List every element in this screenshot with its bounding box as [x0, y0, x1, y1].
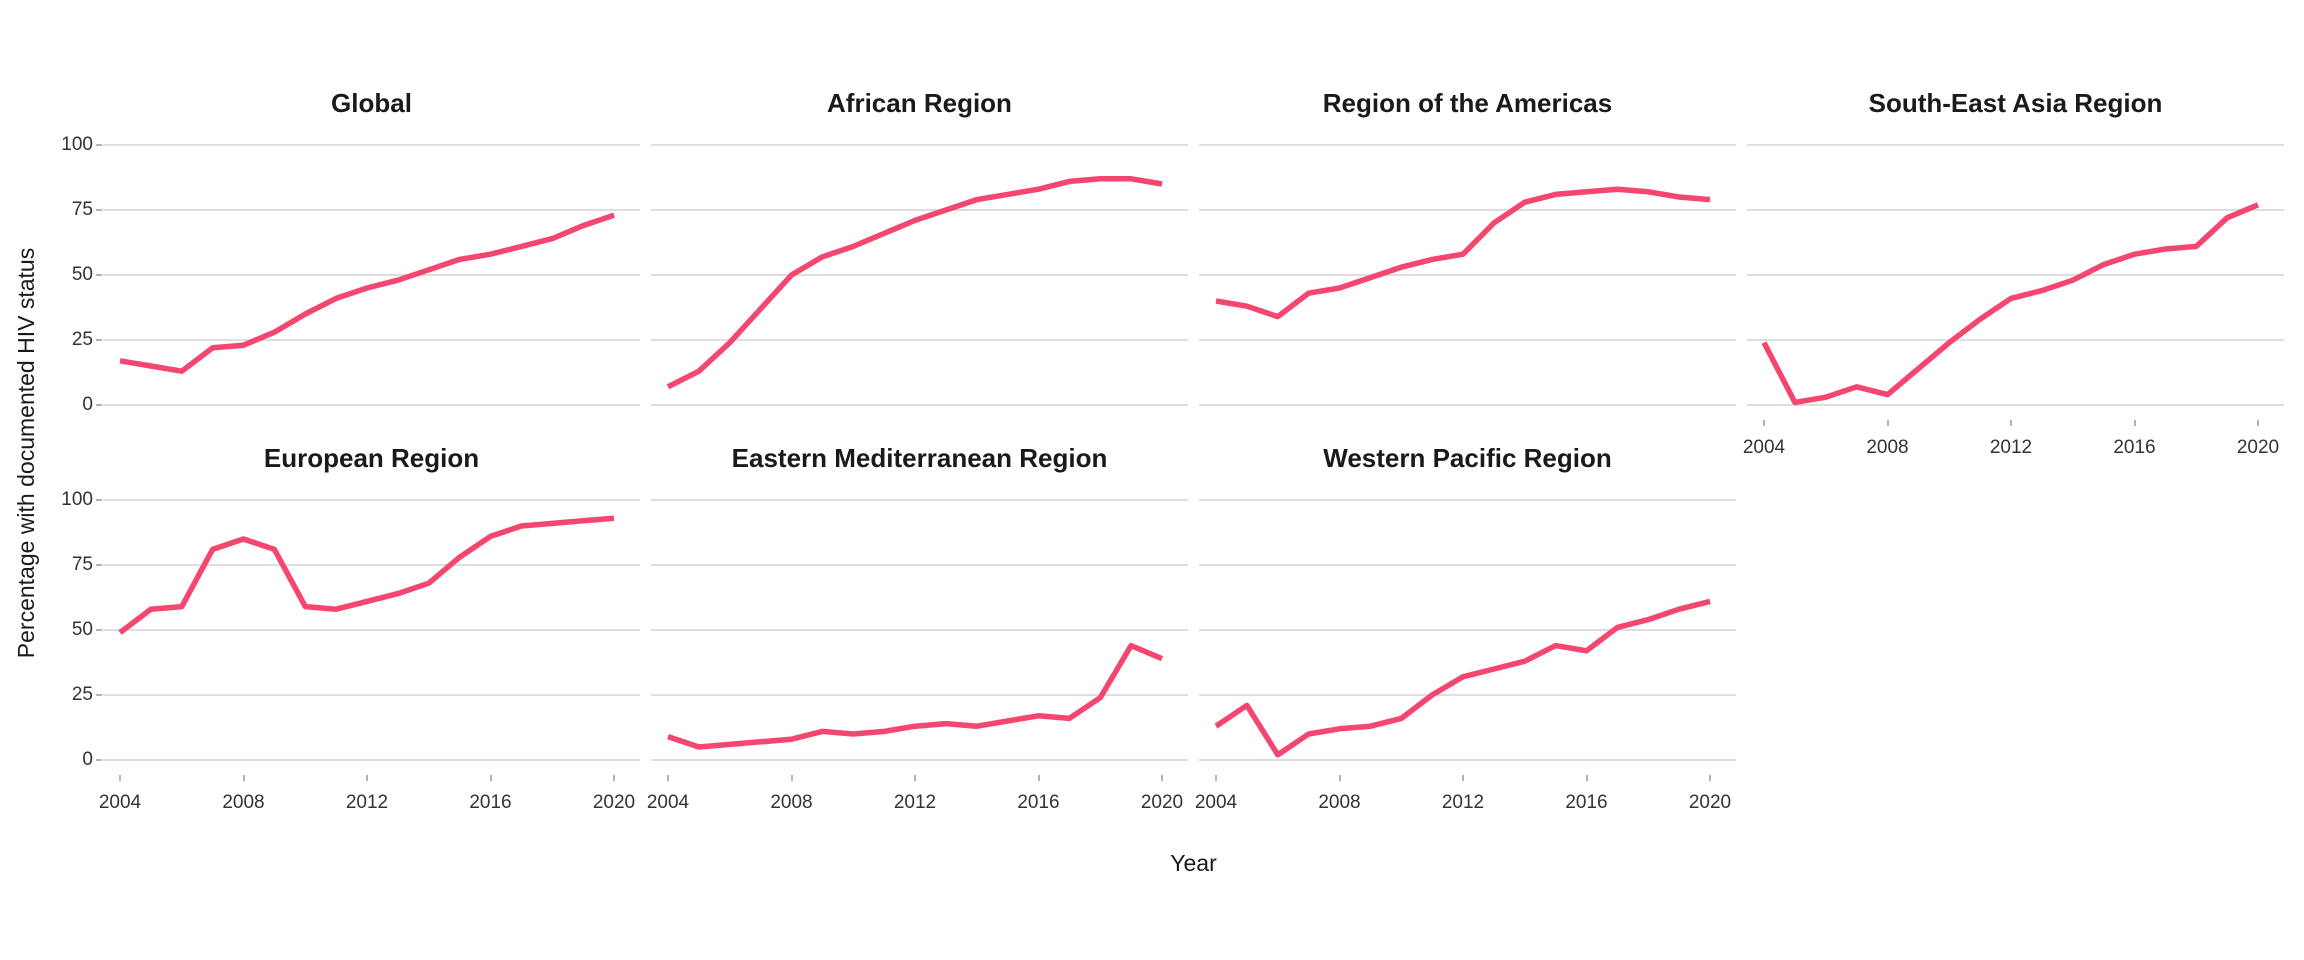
x-tick-label: 2008 — [1866, 437, 1909, 458]
facet-title: Western Pacific Region — [1323, 443, 1612, 473]
y-tick-label: 0 — [82, 394, 93, 415]
x-tick-label: 2020 — [592, 792, 636, 813]
x-tick-label: 2012 — [893, 792, 937, 813]
x-tick-label: 2008 — [1318, 792, 1361, 813]
y-tick-mark — [96, 694, 102, 696]
facet-title: South-East Asia Region — [1868, 88, 2163, 118]
y-tick-mark — [96, 209, 102, 211]
facet-title: African Region — [827, 88, 1012, 118]
x-tick-mark — [667, 775, 669, 781]
facet-title: Eastern Mediterranean Region — [731, 443, 1108, 473]
facet-title: European Region — [263, 443, 480, 473]
facet-panel — [651, 499, 1188, 761]
trend-line — [667, 642, 1164, 750]
trend-line — [1761, 202, 2260, 406]
facet-panel — [1199, 499, 1736, 761]
trend-line — [1215, 186, 1711, 320]
facet-panel — [103, 144, 640, 406]
x-tick-label: 2020 — [1140, 792, 1184, 813]
x-axis-title: Year — [1170, 850, 1217, 876]
x-tick-mark — [1763, 420, 1765, 426]
x-tick-mark — [1462, 775, 1464, 781]
facet-panel — [103, 499, 640, 761]
y-tick-label: 0 — [82, 749, 93, 770]
x-tick-label: 2020 — [1688, 792, 1732, 813]
x-tick-mark — [1161, 775, 1163, 781]
x-tick-mark — [790, 775, 793, 781]
trend-line — [119, 212, 615, 374]
x-tick-label: 2004 — [1194, 792, 1238, 813]
x-tick-mark — [489, 775, 492, 781]
x-tick-label: 2004 — [1742, 437, 1786, 458]
y-tick-label: 50 — [71, 264, 93, 285]
y-tick-mark — [96, 144, 102, 146]
y-tick-label: 50 — [71, 619, 93, 640]
x-tick-mark — [2133, 420, 2136, 426]
trend-line — [666, 176, 1163, 390]
trend-line — [118, 515, 615, 635]
x-tick-label: 2016 — [1017, 792, 1060, 813]
x-tick-label: 2008 — [770, 792, 813, 813]
x-tick-label: 2004 — [98, 792, 142, 813]
y-tick-mark — [96, 274, 102, 276]
x-tick-mark — [1338, 775, 1341, 781]
y-tick-label: 25 — [71, 684, 93, 705]
y-tick-mark — [96, 499, 102, 501]
x-tick-mark — [2010, 420, 2012, 426]
x-tick-mark — [1886, 420, 1889, 426]
x-tick-label: 2008 — [222, 792, 265, 813]
trend-line — [1214, 598, 1711, 758]
x-tick-mark — [1585, 775, 1588, 781]
x-tick-label: 2020 — [2236, 437, 2280, 458]
x-tick-mark — [914, 775, 916, 781]
x-tick-label: 2012 — [345, 792, 389, 813]
y-tick-mark — [96, 629, 102, 631]
x-tick-mark — [613, 775, 615, 781]
y-tick-mark — [96, 339, 102, 341]
y-tick-mark — [96, 759, 102, 761]
y-tick-label: 100 — [61, 489, 93, 510]
y-tick-label: 25 — [71, 329, 93, 350]
x-tick-label: 2012 — [1989, 437, 2033, 458]
facet-panel — [1199, 144, 1736, 406]
x-tick-label: 2016 — [469, 792, 512, 813]
x-tick-label: 2016 — [1565, 792, 1608, 813]
facet-title: Global — [331, 88, 412, 118]
y-tick-mark — [96, 564, 102, 566]
x-tick-mark — [1215, 775, 1217, 781]
y-tick-label: 100 — [61, 134, 93, 155]
x-tick-label: 2012 — [1441, 792, 1485, 813]
x-tick-mark — [1709, 775, 1711, 781]
facet-panel — [651, 144, 1188, 406]
x-tick-label: 2004 — [646, 792, 690, 813]
x-tick-mark — [2257, 420, 2259, 426]
x-tick-mark — [119, 775, 121, 781]
x-tick-mark — [366, 775, 368, 781]
x-tick-mark — [242, 775, 245, 781]
facet-title: Region of the Americas — [1322, 88, 1613, 118]
x-tick-mark — [1037, 775, 1040, 781]
y-tick-label: 75 — [71, 554, 93, 575]
y-tick-mark — [96, 404, 102, 406]
facet-panel — [1747, 144, 2284, 406]
x-tick-label: 2016 — [2113, 437, 2156, 458]
y-tick-label: 75 — [71, 199, 93, 220]
